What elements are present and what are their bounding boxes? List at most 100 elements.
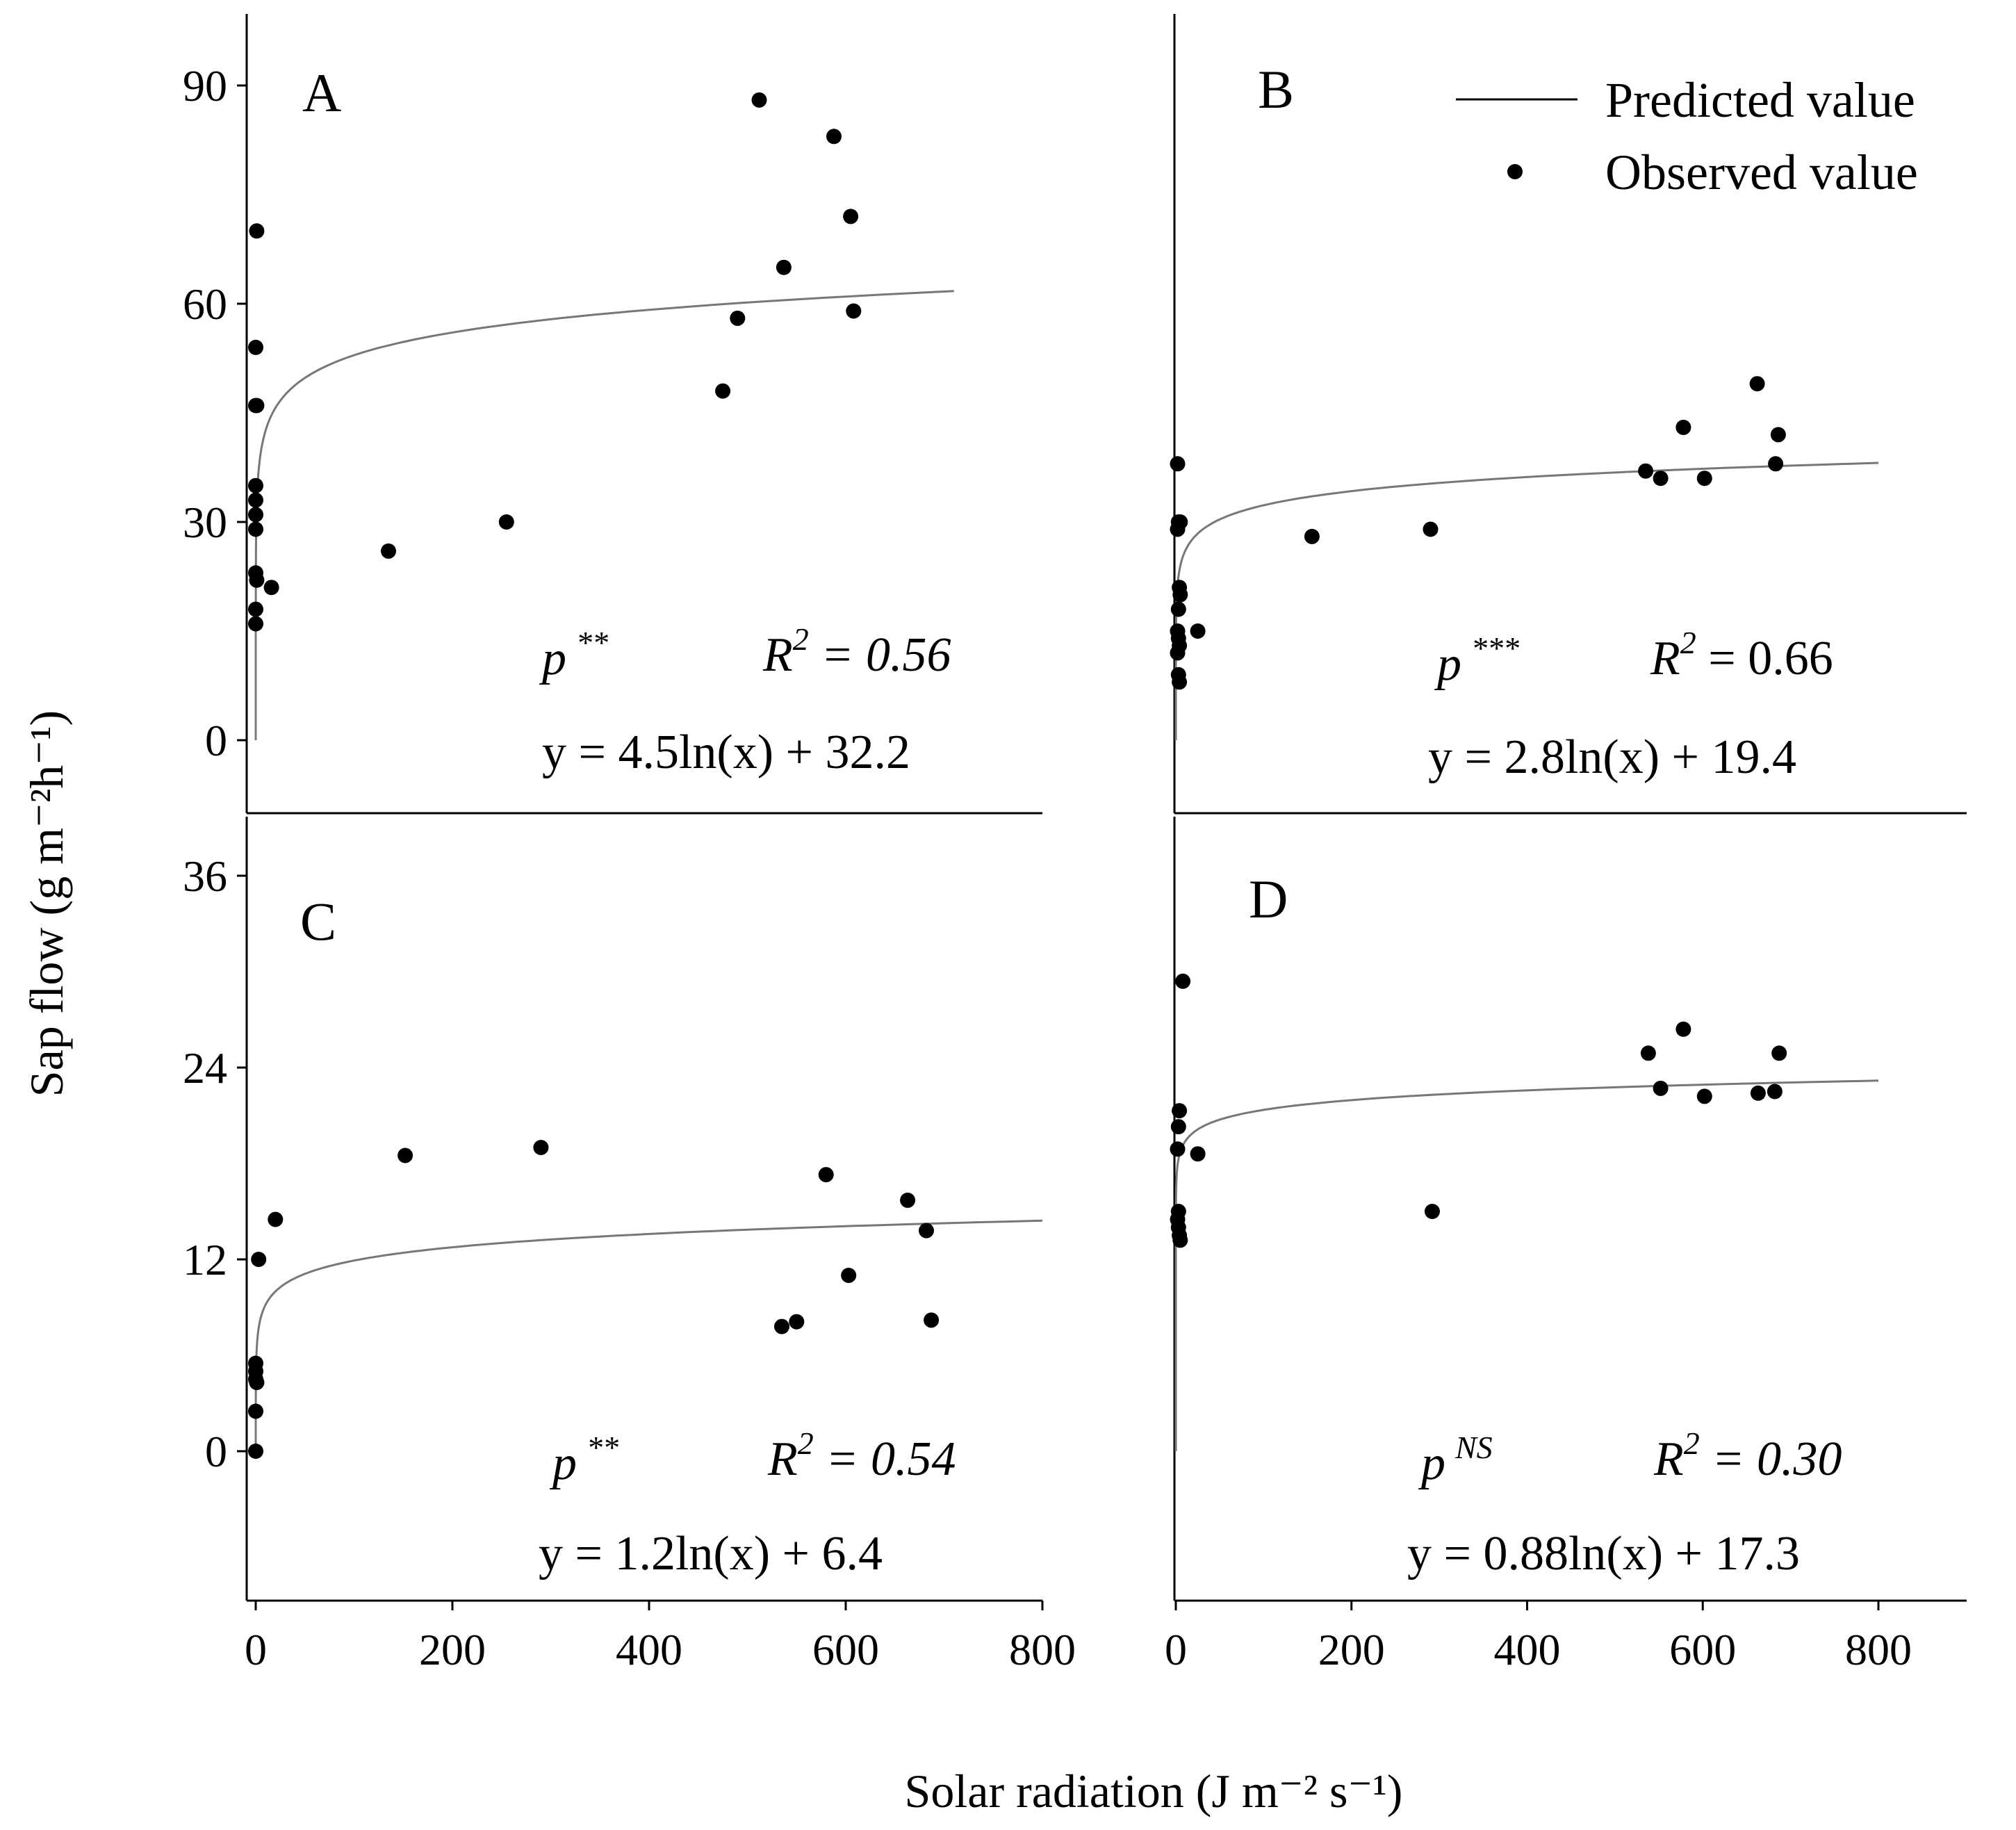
panel-c-data-point xyxy=(248,1444,263,1459)
panel-b-data-point xyxy=(1170,601,1186,617)
panel-a-axes: 0 30 60 90 xyxy=(183,14,1042,815)
panel-a-data-point xyxy=(248,521,263,537)
panel-a-data-point xyxy=(381,543,396,559)
panel-c-axes: 0 12 24 36 0 200 400 600 800 xyxy=(183,817,1076,1674)
panel-b-data-point xyxy=(1423,521,1439,537)
legend-observed-marker xyxy=(1507,164,1523,179)
panel-a-letter: A xyxy=(302,63,341,123)
panel-a-data-point xyxy=(730,310,746,326)
panel-c-equation: y = 1.2ln(x) + 6.4 xyxy=(539,1527,883,1580)
panel-a-data-point xyxy=(263,580,279,596)
panel-a-data-point xyxy=(776,259,792,275)
panel-c-y-tick-label: 36 xyxy=(183,851,227,901)
panel-a-data-point xyxy=(249,572,265,588)
panel-a-data-point xyxy=(248,477,263,493)
panel-b-data-point xyxy=(1172,587,1188,603)
panel-a-data-point xyxy=(846,303,862,319)
panel-d-data-point xyxy=(1771,1045,1787,1061)
legend: Predicted value Observed value xyxy=(1456,72,1918,200)
panel-d-data-point xyxy=(1172,1103,1188,1119)
panel-a-data-point xyxy=(843,209,859,224)
panel-d-data-point xyxy=(1675,1021,1691,1037)
panel-c-p-value: p ** xyxy=(549,1430,618,1490)
panel-d-letter: D xyxy=(1249,869,1288,929)
panel-a-data-point xyxy=(498,514,514,530)
panel-b-letter: B xyxy=(1258,59,1294,120)
panel-c-y-tick-label: 0 xyxy=(205,1427,227,1476)
panel-d-x-tick-label: 800 xyxy=(1845,1625,1912,1674)
panel-c-data-point xyxy=(818,1167,834,1183)
panel-b-data-point xyxy=(1190,623,1206,639)
panel-b-points xyxy=(1170,376,1786,690)
panel-a-data-point xyxy=(248,492,263,508)
y-axis-title: Sap flow (g m⁻²h⁻¹) xyxy=(20,710,73,1097)
legend-predicted-label: Predicted value xyxy=(1605,72,1915,128)
panel-b-data-point xyxy=(1170,645,1186,661)
panel-d-data-point xyxy=(1750,1085,1766,1101)
panel-b-data-point xyxy=(1170,521,1186,537)
panel-d-data-point xyxy=(1640,1045,1656,1061)
panel-d-data-point xyxy=(1175,973,1191,989)
panel-b-data-point xyxy=(1638,463,1654,479)
panel-b: B p *** R2 = 0.66 y = 2.8ln(x) + 19.4 xyxy=(1170,14,1967,815)
panel-a-data-point xyxy=(248,507,263,523)
panel-a-r-squared: R2 = 0.56 xyxy=(762,621,951,682)
panel-d-data-point xyxy=(1172,1232,1188,1248)
panel-a-data-point xyxy=(715,383,731,399)
panel-a-data-point xyxy=(826,129,842,145)
panel-a-data-point xyxy=(248,601,263,617)
panel-a-points xyxy=(248,92,862,632)
panel-c-data-point xyxy=(249,1375,265,1391)
panel-a-data-point xyxy=(249,223,265,239)
panel-d-data-point xyxy=(1190,1146,1206,1162)
panel-d-fit-curve xyxy=(1174,1079,1879,1451)
panel-d-x-tick-label: 200 xyxy=(1318,1625,1385,1674)
panel-d-data-point xyxy=(1767,1084,1783,1100)
panel-d-x-tick-label: 600 xyxy=(1669,1625,1736,1674)
panel-a-y-tick-label: 90 xyxy=(183,61,227,111)
panel-c-x-tick-label: 800 xyxy=(1009,1625,1076,1674)
panel-c-letter: C xyxy=(300,891,336,951)
legend-observed-label: Observed value xyxy=(1605,145,1918,200)
panel-b-data-point xyxy=(1653,471,1669,487)
panel-a-data-point xyxy=(249,398,265,414)
panel-a-data-point xyxy=(248,339,263,355)
panel-b-data-point xyxy=(1172,674,1188,690)
panel-a-p-value: p ** xyxy=(539,625,608,685)
panel-c-data-point xyxy=(251,1252,267,1267)
panel-b-data-point xyxy=(1770,427,1786,443)
panel-c-data-point xyxy=(924,1312,940,1328)
panel-c-data-point xyxy=(841,1268,857,1283)
panel-c-data-point xyxy=(900,1192,916,1208)
panel-a-y-tick-label: 30 xyxy=(183,498,227,547)
panel-c-data-point xyxy=(919,1223,934,1239)
panel-c-data-point xyxy=(398,1147,413,1163)
panel-c-data-point xyxy=(268,1211,284,1227)
panel-c-data-point xyxy=(774,1318,789,1334)
panel-d-data-point xyxy=(1170,1141,1186,1157)
panel-b-data-point xyxy=(1675,419,1691,435)
panel-b-data-point xyxy=(1696,471,1712,487)
panel-c-data-point xyxy=(533,1140,549,1155)
panel-a-data-point xyxy=(248,616,263,632)
panel-d-data-point xyxy=(1653,1080,1669,1096)
panel-b-data-point xyxy=(1170,456,1186,472)
panel-d-data-point xyxy=(1170,1119,1186,1135)
panel-d-data-point xyxy=(1425,1204,1440,1219)
panel-d-data-point xyxy=(1696,1088,1712,1104)
x-axis-title: Solar radiation (J m⁻² s⁻¹) xyxy=(905,1765,1403,1817)
panel-c-data-point xyxy=(248,1403,263,1419)
panel-d-r-squared: R2 = 0.30 xyxy=(1653,1425,1842,1486)
panel-c-r-squared: R2 = 0.54 xyxy=(767,1425,956,1486)
panel-d-axes: 0 200 400 600 800 xyxy=(1165,817,1967,1674)
panel-c-data-point xyxy=(789,1314,805,1330)
panel-d-x-tick-label: 0 xyxy=(1165,1625,1187,1674)
panel-d: 0 200 400 600 800 D p NS R2 = 0.30 y = 0.88ln… xyxy=(1165,817,1967,1674)
panel-b-data-point xyxy=(1768,456,1784,472)
panel-c-x-tick-label: 0 xyxy=(245,1625,267,1674)
panel-a-equation: y = 4.5ln(x) + 32.2 xyxy=(542,726,910,779)
panel-c: 0 12 24 36 0 200 400 600 800 C p ** R2 = 0.54 y =… xyxy=(183,817,1076,1674)
panel-d-p-value: p NS xyxy=(1418,1430,1493,1490)
panel-b-data-point xyxy=(1749,376,1765,392)
